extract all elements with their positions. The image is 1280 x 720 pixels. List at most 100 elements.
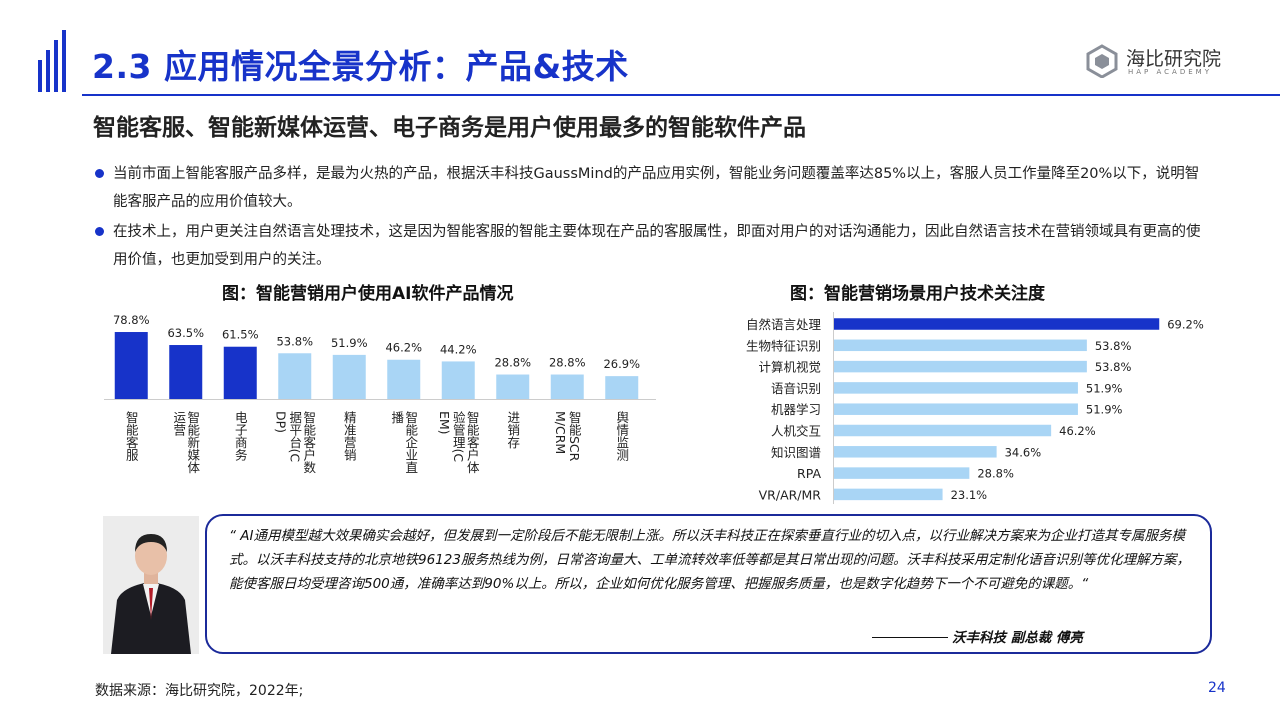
page-number: 24 <box>1208 680 1226 696</box>
speaker-photo <box>103 516 199 654</box>
bar-value-label: 28.8% <box>494 356 531 370</box>
cube-logo-icon <box>1086 44 1118 78</box>
section-subtitle: 智能客服、智能新媒体运营、电子商务是用户使用最多的智能软件产品 <box>93 115 806 141</box>
bullet-text: 在技术上，用户更关注自然语言处理技术，这是因为智能客服的智能主要体现在产品的客服… <box>113 224 1201 268</box>
svg-text:精准营销: 精准营销 <box>342 411 357 461</box>
svg-text:播: 播 <box>389 411 404 424</box>
bar-value-label: 63.5% <box>167 326 204 340</box>
svg-text:据平台(C: 据平台(C <box>287 411 302 462</box>
category-label: 生物特征识别 <box>746 338 821 353</box>
quote-box: “ AI通用模型越大效果确实会越好，但发展到一定阶段后不能无限制上涨。所以沃丰科… <box>205 514 1212 654</box>
page-title: 2.3 应用情况全景分析：产品&技术 <box>92 47 629 86</box>
bullet-dot-icon <box>95 169 104 178</box>
bar <box>834 382 1078 394</box>
bar <box>387 359 421 399</box>
bar <box>834 467 970 479</box>
bar-value-label: 28.8% <box>549 356 586 370</box>
bar-value-label: 26.9% <box>603 357 640 371</box>
bar <box>605 376 639 399</box>
bar <box>550 374 584 399</box>
bar <box>223 346 257 399</box>
bar <box>834 318 1160 330</box>
category-label: 精准营销 <box>342 411 357 461</box>
bar-chart-title: 图：智能营销用户使用AI软件产品情况 <box>222 284 514 304</box>
bar <box>834 339 1087 352</box>
bar <box>114 332 148 399</box>
svg-text:EM): EM) <box>437 411 452 435</box>
svg-text:智能SCR: 智能SCR <box>567 410 582 462</box>
category-label: VR/AR/MR <box>759 487 822 502</box>
category-label: 电子商务 <box>233 411 248 461</box>
svg-text:验管理(C: 验管理(C <box>451 410 466 462</box>
category-label: 语音识别 <box>771 381 821 396</box>
svg-text:智能客户体: 智能客户体 <box>465 410 480 474</box>
logo-name: 海比研究院 <box>1126 48 1222 70</box>
bar <box>834 403 1078 415</box>
svg-text:进销存: 进销存 <box>505 411 520 449</box>
bar <box>169 345 203 399</box>
bar <box>834 424 1052 437</box>
bar <box>496 374 530 399</box>
category-label: RPA <box>797 466 821 481</box>
svg-text:舆情监测: 舆情监测 <box>614 410 629 462</box>
bar-value-label: 78.8% <box>113 313 150 327</box>
svg-text:运营: 运营 <box>171 411 186 437</box>
logo-subtitle: HAP ACADEMY <box>1128 68 1212 76</box>
svg-text:电子商务: 电子商务 <box>233 411 248 461</box>
category-label: 进销存 <box>505 411 520 449</box>
category-label: 机器学习 <box>771 402 821 417</box>
category-label: 自然语言处理 <box>746 317 822 332</box>
bar <box>278 353 312 399</box>
bullet-text: 当前市面上智能客服产品多样，是最为火热的产品，根据沃丰科技GaussMind的产… <box>113 166 1200 210</box>
hbar-chart-title: 图：智能营销场景用户技术关注度 <box>790 284 1045 304</box>
bullet-item: 在技术上，用户更关注自然语言处理技术，这是因为智能客服的智能主要体现在产品的客服… <box>95 218 1205 274</box>
bar-value-label: 23.1% <box>951 488 988 502</box>
bar-value-label: 51.9% <box>331 336 368 350</box>
svg-text:智能新媒体: 智能新媒体 <box>185 410 200 474</box>
category-label: 人机交互 <box>771 424 821 439</box>
svg-text:智能客服: 智能客服 <box>124 410 139 462</box>
category-label: 计算机视觉 <box>758 360 821 375</box>
category-label: 智能客服 <box>124 410 139 462</box>
bar-value-label: 51.9% <box>1086 403 1123 417</box>
person-portrait-icon <box>103 516 199 654</box>
bar <box>441 361 475 399</box>
bar-value-label: 46.2% <box>1059 424 1096 438</box>
bar-value-label: 53.8% <box>276 334 313 348</box>
bar-value-label: 28.8% <box>977 467 1014 481</box>
svg-text:M/CRM: M/CRM <box>553 411 568 454</box>
svg-text:智能客户数: 智能客户数 <box>301 410 316 474</box>
bullet-dot-icon <box>95 227 104 236</box>
bar-value-label: 69.2% <box>1167 318 1204 332</box>
bar-value-label: 44.2% <box>440 342 477 356</box>
category-label: 舆情监测 <box>614 410 629 462</box>
quote-signature: 沃丰科技 副总裁 傅亮 <box>952 630 1083 646</box>
bar <box>834 488 943 501</box>
category-label: 智能新媒体运营 <box>171 410 200 474</box>
bar-value-label: 53.8% <box>1095 339 1132 353</box>
svg-text:智能企业直: 智能企业直 <box>403 410 418 474</box>
signature-line <box>872 637 948 638</box>
header-decoration <box>38 30 66 92</box>
bar <box>834 360 1087 373</box>
quote-text: “ AI通用模型越大效果确实会越好，但发展到一定阶段后不能无限制上涨。所以沃丰科… <box>229 528 1190 592</box>
bar-value-label: 34.6% <box>1005 445 1042 459</box>
header-rule <box>82 94 1280 96</box>
bullet-item: 当前市面上智能客服产品多样，是最为火热的产品，根据沃丰科技GaussMind的产… <box>95 160 1205 216</box>
bar <box>834 446 997 458</box>
bar-value-label: 46.2% <box>385 341 422 355</box>
bar-value-label: 51.9% <box>1086 381 1123 395</box>
product-usage-chart: 78.8% 智能客服 63.5% 智能新媒体运营 61.5% 电子商务 53.8% 智能客户数… <box>104 313 656 474</box>
bar <box>332 354 366 399</box>
logo: 海比研究院 HAP ACADEMY <box>1086 44 1236 80</box>
data-source: 数据来源：海比研究院，2022年; <box>95 683 304 699</box>
category-label: 知识图谱 <box>771 445 821 460</box>
svg-text:DP): DP) <box>273 411 288 433</box>
bar-value-label: 61.5% <box>222 328 259 342</box>
technology-attention-chart: 自然语言处理 69.2% 生物特征识别 53.8% 计算机视觉 53.8% 语音识别 51.9… <box>746 312 1204 504</box>
bar-value-label: 53.8% <box>1095 360 1132 374</box>
